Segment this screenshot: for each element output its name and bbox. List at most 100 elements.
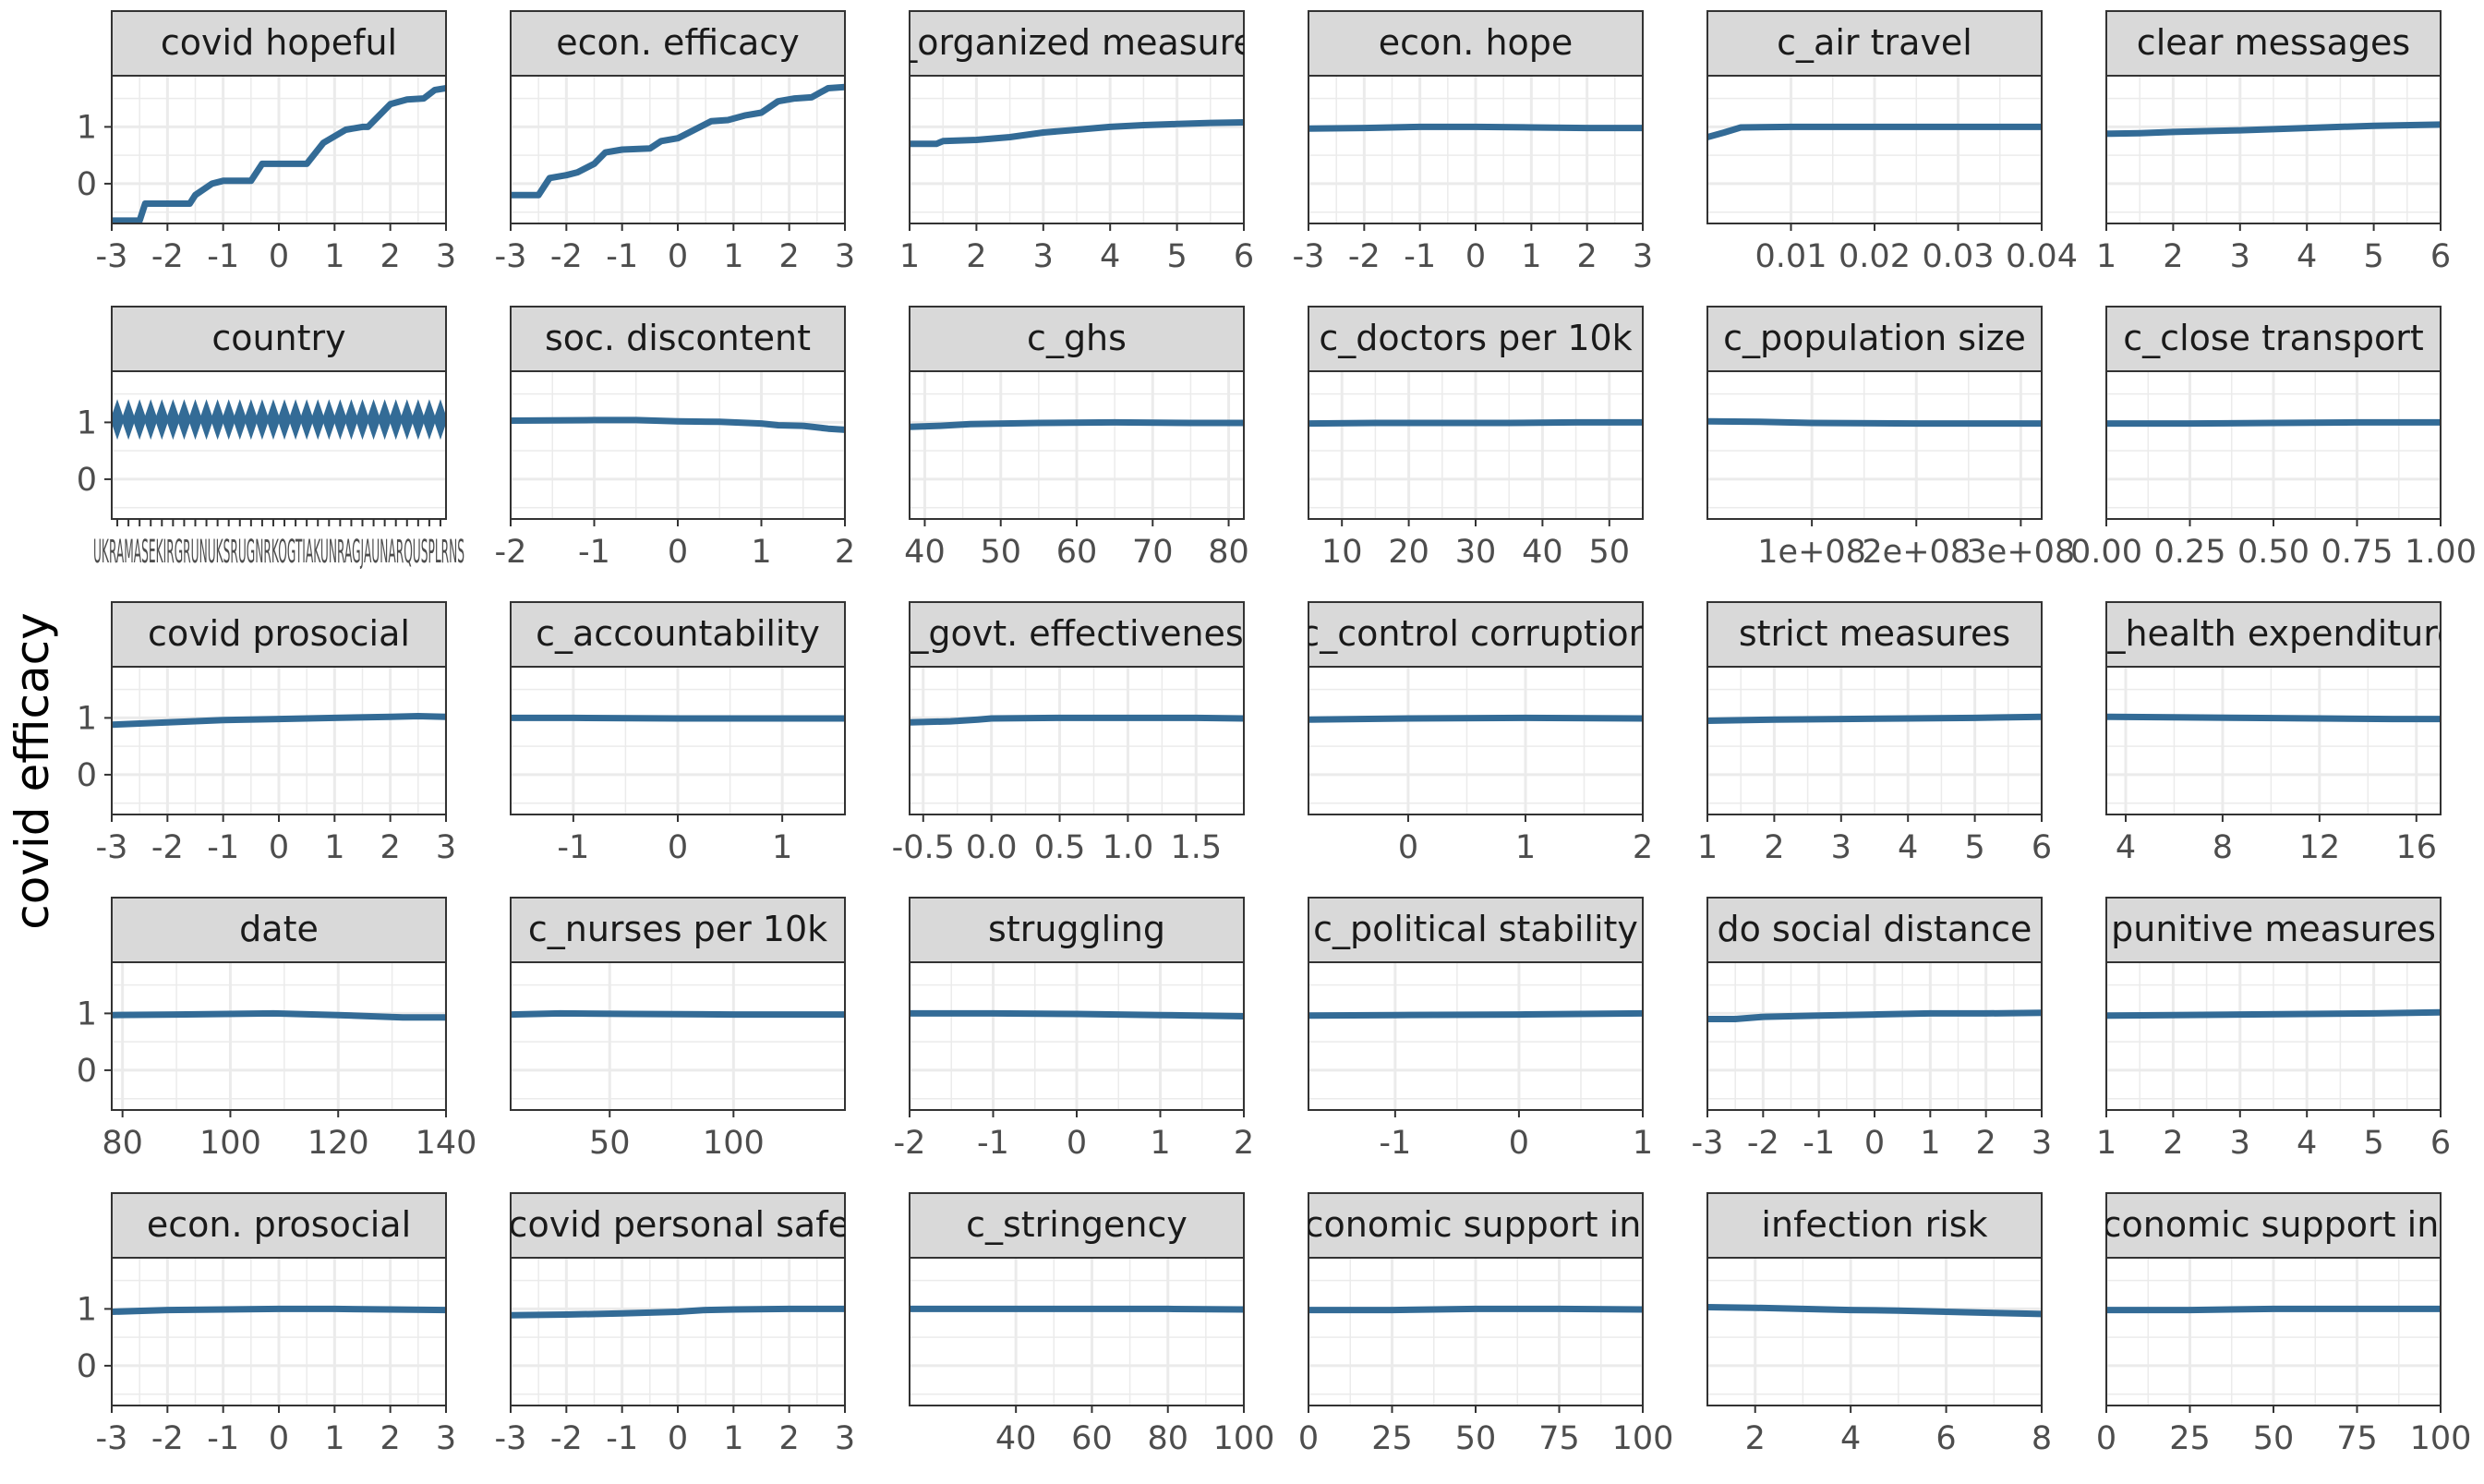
x-tick-label: 1 [1150, 1125, 1170, 1162]
panel: struggling -2 -1 0 1 2 [894, 897, 1254, 1162]
x-tick-label: 2 [2163, 238, 2183, 275]
x-tick-label: 4 [1840, 1420, 1861, 1457]
panel-background [910, 1258, 1244, 1406]
panel-background [1308, 962, 1643, 1110]
x-tick-label: 100 [703, 1125, 765, 1162]
x-tick-label: -2 [894, 1125, 926, 1162]
x-tick-label: 3 [1831, 829, 1851, 866]
data-point [255, 399, 270, 440]
x-tick-label: 0 [668, 829, 688, 866]
panel-title: covid hopeful [161, 22, 397, 63]
y-tick-label: 1 [77, 1291, 97, 1328]
data-point [211, 399, 225, 440]
panel: c_close transport 0.00 0.25 0.50 0.75 1.00 [2070, 306, 2477, 571]
panel-title: covid prosocial [148, 613, 410, 654]
x-tick-label: -3 [495, 1420, 527, 1457]
panel-grid [1308, 1258, 1643, 1406]
data-point [400, 399, 415, 440]
x-tick-label: 2 [1633, 829, 1653, 866]
panel-title: c_stringency [966, 1204, 1188, 1245]
x-tick-label: 8 [2213, 829, 2233, 866]
x-tick-label: 2 [380, 829, 401, 866]
data-point [321, 399, 336, 440]
x-tick-label: 60 [1056, 534, 1098, 571]
panel-background [2106, 667, 2441, 814]
data-point [143, 399, 158, 440]
x-tick-label: 6 [2430, 1125, 2451, 1162]
x-tick-label: 0 [1298, 1420, 1319, 1457]
x-tick-label: 120 [307, 1125, 369, 1162]
panel-background [910, 667, 1244, 814]
panel: c_accountability -1 0 1 [510, 601, 846, 866]
x-tick-label: 2 [380, 238, 401, 275]
x-tick-label: 100 [1612, 1420, 1674, 1457]
x-tick-label: 0.5 [1034, 829, 1086, 866]
x-tick-label: 30 [1455, 534, 1497, 571]
panel-title: infection risk [1761, 1204, 1987, 1245]
series-line [1308, 714, 1643, 723]
panel-border [111, 370, 447, 520]
x-tick-label: 2 [1976, 1125, 1996, 1162]
data-point [378, 399, 392, 440]
panel: date 0 1 80 100 120 140 [77, 897, 477, 1162]
series-line [511, 416, 845, 433]
panel-strip [111, 601, 447, 668]
x-tick-label: 25 [2169, 1420, 2211, 1457]
x-tick-label: 60 [1071, 1420, 1113, 1457]
panel-title: c_doctors per 10k [1319, 318, 1632, 358]
x-tick-label: -1 [578, 534, 610, 571]
panel: c_air travel 0.01 0.02 0.03 0.04 [1706, 10, 2078, 275]
data-point [433, 399, 446, 440]
x-tick-label: -1 [606, 1420, 638, 1457]
x-tick-label: 4 [1100, 238, 1120, 275]
data-point [165, 399, 180, 440]
panel-strip [510, 1192, 846, 1259]
x-tick-label: 3 [436, 1420, 456, 1457]
x-tick-label: -1 [1404, 238, 1436, 275]
x-tick-label: 3 [1633, 238, 1653, 275]
panel-title: c_economic support index [1246, 1204, 1705, 1245]
x-tick-label: 1 [2096, 1125, 2116, 1162]
x-tick-label: -1 [557, 829, 589, 866]
x-tick-label: 1.00 [2405, 534, 2477, 571]
x-tick-label: -1 [977, 1125, 1009, 1162]
x-tick-label: -2 [151, 238, 184, 275]
panel-title: c_control corruption [1300, 613, 1650, 654]
x-tick-label: 16 [2395, 829, 2437, 866]
panel-strip [111, 10, 447, 77]
y-tick-label: 1 [77, 109, 97, 146]
x-tick-label: 1 [1633, 1125, 1653, 1162]
panel-strip [510, 306, 846, 372]
x-tick-label: 2 [1745, 1420, 1766, 1457]
panel-background [1308, 667, 1643, 814]
x-tick-label: 50 [1455, 1420, 1497, 1457]
x-tick-label: 2 [1764, 829, 1784, 866]
panel-strip [1706, 1192, 2043, 1259]
x-tick-label: 0.25 [2154, 534, 2226, 571]
x-tick-label: -1 [207, 1420, 239, 1457]
x-tick-label: -2 [151, 829, 184, 866]
panel-title: c_economic support index [2044, 1204, 2484, 1245]
x-tick-label: 0 [2096, 1420, 2116, 1457]
x-tick-label: 0 [668, 534, 688, 571]
x-tick-label: 100 [199, 1125, 261, 1162]
x-tick-label: 8 [2032, 1420, 2052, 1457]
data-point [154, 399, 169, 440]
panel: c_health expenditure 4 8 12 16 [2105, 601, 2442, 866]
panel-strip [909, 601, 1245, 668]
series-line [1707, 417, 2042, 428]
y-axis-label: covid efficacy [6, 612, 59, 930]
panel: clear messages 1 2 3 4 5 6 [2096, 10, 2451, 275]
panel-background [1707, 1258, 2042, 1406]
series-line [1308, 418, 1643, 428]
series-line [112, 1305, 446, 1315]
panel-strip [1706, 306, 2043, 372]
x-tick-label: 0.04 [2006, 238, 2078, 275]
panel: c_economic support index 0 25 50 75 100 [2044, 1192, 2484, 1457]
x-tick-label: 140 [416, 1125, 477, 1162]
x-tick-label: 1 [899, 238, 920, 275]
series-line [1308, 123, 1643, 132]
